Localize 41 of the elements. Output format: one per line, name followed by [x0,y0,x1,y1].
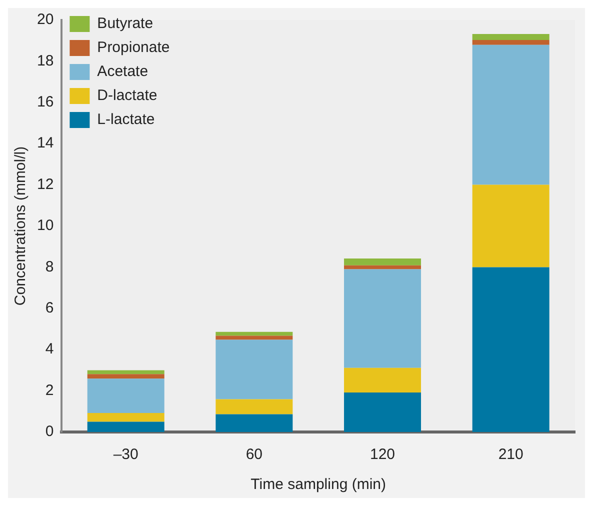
y-tick-label: 14 [36,134,54,152]
bar [344,265,422,270]
bar [472,184,550,268]
bar [344,368,422,392]
y-tick-label: 16 [36,94,54,111]
x-tick-label: 60 [246,446,263,464]
y-tick-label: 8 [45,258,54,276]
legend-label: D-lactate [97,87,158,104]
bar [87,370,164,374]
y-tick-label: 4 [45,340,54,358]
bar [87,422,164,432]
bar [344,258,422,266]
bar [216,414,293,432]
legend-label: Acetate [97,63,148,80]
bar [472,44,550,185]
bar [472,267,550,432]
bar [216,340,293,400]
bar [216,399,293,414]
bar [87,374,164,379]
x-axis-title: Time sampling (min) [250,476,386,494]
y-axis-title: Concentrations (mmol/l) [12,146,30,306]
y-tick-label: 20 [36,11,54,28]
bar [87,413,164,422]
y-tick-label: 12 [36,176,54,193]
x-tick-label: 120 [370,446,396,464]
y-tick-label: 6 [45,300,54,317]
bar [344,269,422,368]
y-tick-label: 2 [45,382,54,399]
bar [87,378,164,414]
legend-label: L-lactate [97,111,155,128]
bar [472,34,550,40]
bar [472,40,550,45]
legend-label: Propionate [97,39,170,56]
x-tick-label: –30 [113,446,138,464]
y-tick-label: 10 [36,217,54,234]
bar [216,332,293,336]
bar [344,392,422,432]
y-tick-label: 18 [36,52,54,70]
legend-label: Butyrate [97,15,154,32]
y-tick-label: 0 [45,423,54,440]
x-tick-label: 210 [498,446,524,464]
